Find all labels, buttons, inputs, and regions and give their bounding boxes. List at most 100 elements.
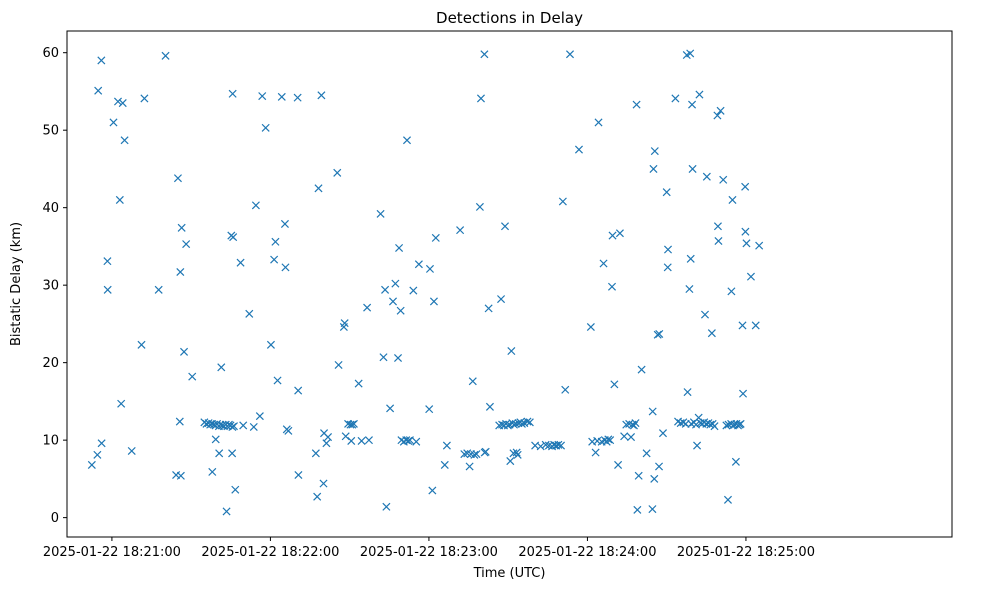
data-point — [117, 399, 126, 408]
data-point — [245, 309, 254, 318]
y-axis-label: Bistatic Delay (km) — [9, 222, 24, 346]
data-point — [662, 188, 671, 197]
data-point — [319, 479, 328, 488]
x-tick-label: 2025-01-22 18:23:00 — [360, 545, 498, 560]
data-point — [650, 474, 659, 483]
data-point — [468, 377, 477, 386]
data-point — [182, 240, 191, 249]
data-point — [382, 502, 391, 511]
data-point — [395, 243, 404, 252]
data-point — [97, 56, 106, 65]
data-point — [229, 422, 238, 431]
data-point — [294, 386, 303, 395]
data-point — [594, 118, 603, 127]
data-point — [103, 257, 112, 266]
data-point — [741, 182, 750, 191]
data-point — [565, 50, 575, 59]
data-point — [364, 436, 373, 445]
data-point — [631, 419, 640, 428]
data-point — [311, 449, 320, 458]
data-point — [723, 495, 733, 504]
data-point — [586, 322, 595, 332]
data-point — [261, 123, 270, 132]
data-point — [109, 118, 118, 127]
data-point — [294, 470, 303, 480]
data-point — [176, 471, 185, 480]
data-point — [229, 233, 238, 242]
data-point — [270, 255, 279, 264]
data-point — [228, 449, 237, 458]
data-point — [470, 450, 479, 459]
data-point — [710, 422, 719, 431]
data-point — [648, 407, 657, 416]
data-point — [591, 448, 600, 457]
data-point — [379, 353, 388, 362]
data-point — [648, 505, 657, 514]
data-point — [97, 439, 106, 448]
data-point — [556, 441, 566, 450]
data-point — [751, 321, 760, 330]
data-point — [714, 236, 723, 246]
data-point — [686, 49, 695, 58]
data-point — [722, 421, 731, 430]
data-point — [215, 449, 224, 458]
data-point — [700, 310, 710, 319]
data-point — [511, 419, 520, 428]
y-tick-label: 0 — [51, 511, 59, 526]
data-point — [113, 97, 123, 106]
y-tick-label: 40 — [42, 201, 59, 216]
data-point — [175, 417, 184, 426]
data-point — [228, 89, 237, 98]
data-point — [431, 233, 440, 242]
data-point — [599, 259, 608, 268]
data-point — [746, 272, 755, 281]
data-point — [391, 279, 400, 288]
data-point — [693, 441, 702, 450]
x-tick-label: 2025-01-22 18:22:00 — [201, 545, 339, 560]
data-point — [211, 435, 220, 444]
data-point — [604, 435, 613, 444]
data-point — [239, 421, 248, 430]
data-point — [742, 239, 751, 248]
data-point — [719, 175, 728, 184]
data-point — [517, 419, 526, 428]
data-point — [412, 437, 421, 446]
data-point — [334, 360, 343, 370]
data-point — [428, 486, 437, 495]
data-point — [120, 136, 129, 145]
data-point — [523, 417, 532, 426]
data-point — [357, 436, 366, 445]
data-point — [386, 404, 395, 413]
data-point — [716, 106, 725, 115]
plot-frame — [66, 30, 953, 538]
data-point — [255, 412, 264, 421]
data-point — [277, 92, 286, 101]
data-point — [442, 441, 451, 450]
data-point — [606, 436, 615, 445]
data-point — [614, 460, 623, 469]
data-point — [115, 195, 124, 204]
data-point — [188, 372, 197, 381]
x-tick-label: 2025-01-22 18:24:00 — [518, 545, 656, 560]
data-point — [236, 258, 245, 267]
data-point — [481, 447, 490, 456]
data-point — [671, 94, 680, 103]
data-point — [217, 363, 226, 372]
data-point — [154, 285, 163, 294]
data-point — [271, 237, 280, 246]
data-point — [650, 147, 659, 156]
data-point — [118, 99, 127, 108]
data-point — [402, 136, 412, 145]
data-point — [713, 222, 722, 231]
x-axis-label: Time (UTC) — [473, 566, 546, 581]
data-point — [513, 450, 522, 459]
data-point — [736, 419, 745, 428]
data-point — [713, 111, 722, 120]
data-point — [622, 420, 631, 429]
data-point — [731, 457, 740, 466]
data-point — [425, 405, 434, 414]
data-point — [620, 432, 629, 441]
data-point — [87, 460, 96, 469]
data-point — [610, 380, 619, 389]
